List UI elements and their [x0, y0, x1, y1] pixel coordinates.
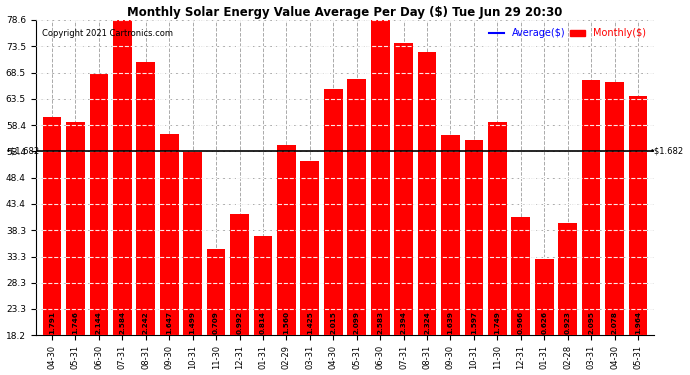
Bar [137, 62, 155, 336]
Bar [254, 236, 273, 336]
Text: 1.964: 1.964 [635, 311, 641, 334]
Bar [347, 79, 366, 336]
Bar [417, 51, 436, 336]
Bar [66, 122, 85, 336]
Bar [324, 89, 343, 336]
Bar [43, 117, 61, 336]
Bar [90, 74, 108, 336]
Text: 0.814: 0.814 [260, 311, 266, 334]
Text: 1.499: 1.499 [190, 311, 196, 334]
Text: 1.560: 1.560 [284, 311, 289, 334]
Text: 2.099: 2.099 [354, 311, 359, 334]
Text: 2.583: 2.583 [377, 311, 383, 334]
Bar [605, 82, 624, 336]
Bar [464, 140, 483, 336]
Text: 1.749: 1.749 [494, 311, 500, 334]
Text: 0.966: 0.966 [518, 311, 524, 334]
Text: •$1.682: •$1.682 [650, 147, 684, 156]
Text: 2.324: 2.324 [424, 311, 430, 334]
Bar [558, 223, 577, 336]
Bar [371, 20, 390, 336]
Bar [160, 134, 179, 336]
Text: 0.626: 0.626 [541, 311, 547, 334]
Text: 1.647: 1.647 [166, 311, 172, 334]
Bar [113, 20, 132, 336]
Text: 0.923: 0.923 [564, 311, 571, 334]
Text: •$1.682: •$1.682 [6, 147, 40, 156]
Bar [511, 217, 530, 336]
Text: 2.242: 2.242 [143, 311, 149, 334]
Bar [230, 214, 249, 336]
Text: 2.584: 2.584 [119, 311, 126, 334]
Text: 1.597: 1.597 [471, 311, 477, 334]
Text: 2.095: 2.095 [588, 311, 594, 334]
Text: 0.992: 0.992 [237, 311, 242, 334]
Title: Monthly Solar Energy Value Average Per Day ($) Tue Jun 29 20:30: Monthly Solar Energy Value Average Per D… [128, 6, 562, 18]
Text: 1.746: 1.746 [72, 311, 79, 334]
Bar [300, 161, 319, 336]
Bar [488, 122, 506, 336]
Bar [441, 135, 460, 336]
Bar [277, 145, 296, 336]
Bar [535, 259, 553, 336]
Legend: Average($), Monthly($): Average($), Monthly($) [486, 25, 649, 42]
Bar [582, 80, 600, 336]
Text: 2.144: 2.144 [96, 311, 102, 334]
Text: 2.015: 2.015 [331, 311, 336, 334]
Text: 2.078: 2.078 [611, 311, 618, 334]
Text: 0.709: 0.709 [213, 311, 219, 334]
Text: 1.425: 1.425 [307, 311, 313, 334]
Text: Copyright 2021 Cartronics.com: Copyright 2021 Cartronics.com [42, 29, 172, 38]
Text: 1.639: 1.639 [448, 311, 453, 334]
Bar [394, 43, 413, 336]
Text: 2.394: 2.394 [401, 311, 406, 334]
Bar [629, 96, 647, 336]
Bar [207, 249, 226, 336]
Bar [184, 152, 202, 336]
Text: 1.791: 1.791 [49, 311, 55, 334]
